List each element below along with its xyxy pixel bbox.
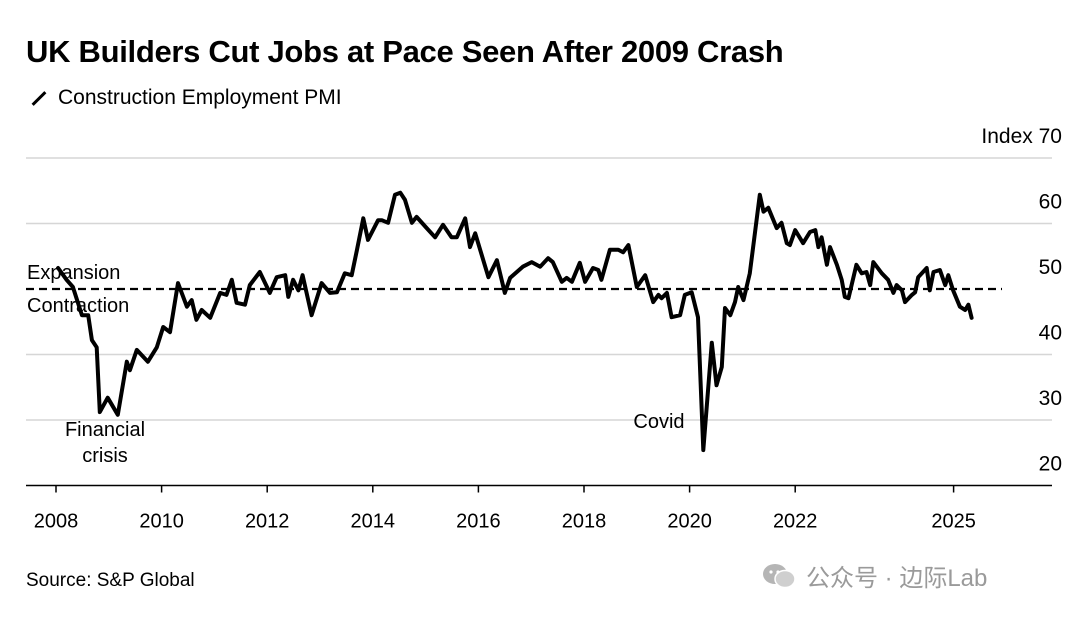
y-tick-label: 60: [1039, 191, 1062, 214]
annotation-covid: Covid: [633, 411, 684, 433]
x-tick-label: 2018: [562, 511, 607, 533]
series-line-construction-employment-pmi: [56, 190, 974, 453]
watermark-text: 公众号 · 边际Lab: [806, 565, 988, 592]
y-tick-label: 30: [1039, 387, 1062, 410]
legend: Construction Employment PMI: [30, 86, 342, 110]
y-tick-label: 20: [1039, 453, 1062, 476]
expansion-label: Expansion: [27, 262, 120, 284]
x-tick-label: 2022: [773, 511, 818, 533]
annotations: Financial crisis Covid: [65, 411, 685, 467]
y-tick-labels: 20 30 40 50 60 Index 70: [981, 125, 1062, 476]
annotation-financial-crisis: Financial crisis: [65, 419, 145, 467]
x-tick-label: 2012: [245, 511, 290, 533]
x-axis: 2008 2010 2012 2014 2016 2018 2020 2022 2025: [26, 484, 1052, 533]
chart-title: UK Builders Cut Jobs at Pace Seen After …: [26, 34, 784, 69]
y-tick-label: 50: [1039, 256, 1062, 279]
wechat-icon: [763, 563, 796, 588]
x-tick-label: 2014: [351, 511, 396, 533]
x-tick-label: 2008: [34, 511, 79, 533]
gridlines: [26, 157, 1052, 421]
legend-label: Construction Employment PMI: [58, 86, 342, 109]
y-tick-label: 40: [1039, 322, 1062, 345]
x-tick-label: 2016: [456, 511, 501, 533]
x-tick-label: 2010: [139, 511, 184, 533]
series-points: [58, 192, 972, 451]
y-tick-label: Index 70: [981, 125, 1062, 148]
x-tick-label: 2020: [667, 511, 712, 533]
watermark: 公众号 · 边际Lab: [762, 558, 987, 593]
source-note: Source: S&P Global: [26, 570, 195, 591]
x-tick-label: 2025: [931, 511, 976, 533]
